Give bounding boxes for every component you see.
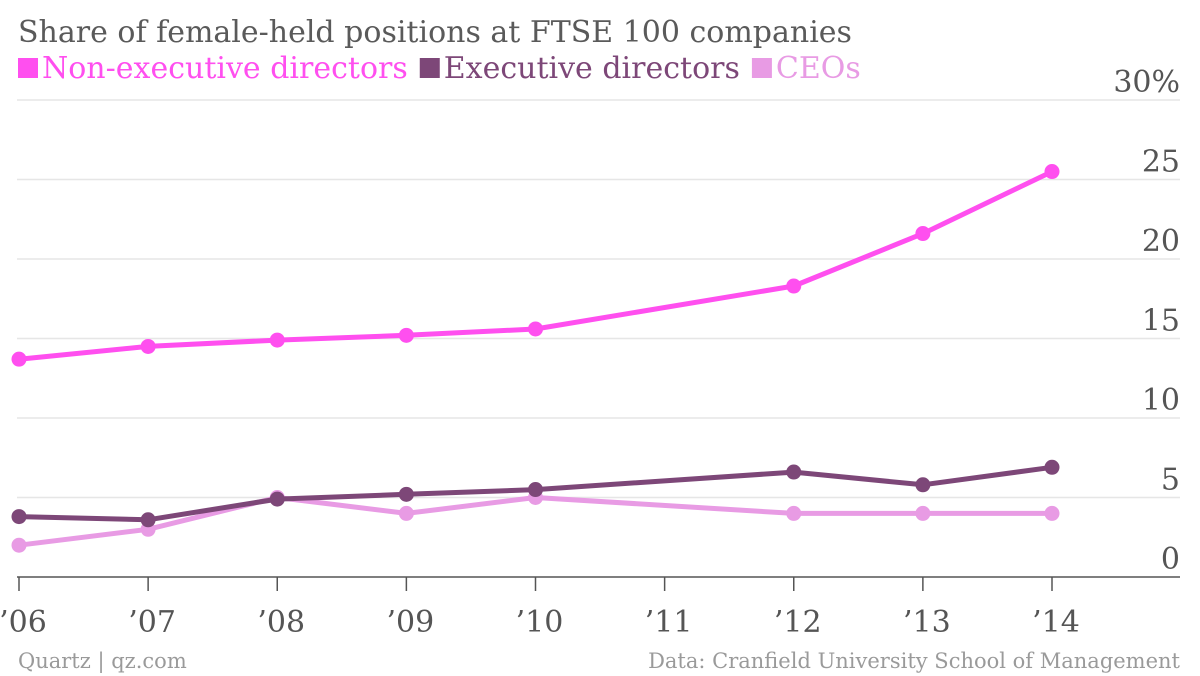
data-point (140, 338, 156, 354)
x-tick-label: ’13 (903, 605, 951, 640)
data-point (398, 505, 414, 521)
legend-swatch (18, 58, 38, 78)
y-tick-label: 30% (1113, 65, 1180, 100)
legend-swatch (751, 58, 772, 78)
data-point (269, 332, 285, 348)
chart-legend: Non-executive directors Executive directo… (18, 51, 861, 86)
data-point (786, 278, 802, 294)
series-line (16, 169, 1055, 362)
data-point (11, 537, 27, 553)
data-point (11, 351, 27, 367)
y-tick-label: 15 (1142, 304, 1180, 339)
legend-label: CEOs (776, 51, 861, 86)
y-tick-label: 20 (1142, 224, 1180, 259)
series-non-executive-directors (11, 164, 1060, 367)
series-executive-directors (11, 459, 1060, 528)
data-point (915, 477, 931, 493)
legend-label: Non-executive directors (42, 51, 408, 86)
x-axis: ’06 ’07 ’08 ’09 ’10 ’11 ’12 ’13 ’14 (0, 576, 1180, 640)
data-point (398, 486, 414, 502)
data-point (915, 505, 931, 521)
gridlines (17, 99, 1180, 499)
data-point (786, 464, 802, 480)
data-point (269, 491, 285, 507)
data-point (528, 482, 543, 498)
y-tick-label: 0 (1161, 542, 1180, 577)
data-point (1044, 505, 1060, 521)
legend-label: Executive directors (444, 51, 740, 86)
x-tick-label: ’08 (257, 605, 305, 640)
data-point (11, 509, 27, 525)
series-line (16, 464, 1055, 523)
data-point (528, 321, 543, 337)
x-tick-label: ’12 (774, 605, 822, 640)
y-tick-label: 10 (1142, 383, 1180, 418)
series-group (11, 164, 1060, 553)
data-point (1044, 164, 1060, 180)
data-point (398, 327, 414, 343)
x-tick-label: ’10 (516, 605, 564, 640)
data-point (1044, 459, 1060, 475)
series-line (16, 495, 1055, 548)
x-tick-label: ’14 (1032, 605, 1080, 640)
chart-title: Share of female-held positions at FTSE 1… (18, 15, 852, 50)
legend-swatch (419, 58, 440, 78)
data-point (140, 512, 156, 528)
x-tick-label: ’11 (645, 605, 693, 640)
source-credit: Quartz | qz.com (18, 649, 187, 674)
y-axis-ticks: 0 5 10 15 20 25 30% (1113, 65, 1180, 577)
x-tick-label: ’09 (387, 605, 435, 640)
y-tick-label: 5 (1161, 463, 1180, 498)
x-tick-label: ’07 (128, 605, 176, 640)
data-point (786, 505, 802, 521)
data-point (915, 226, 931, 242)
data-source: Data: Cranfield University School of Man… (648, 649, 1180, 673)
x-tick-label: ’06 (0, 605, 47, 640)
series-ceos (11, 490, 1060, 553)
y-tick-label: 25 (1142, 145, 1180, 180)
